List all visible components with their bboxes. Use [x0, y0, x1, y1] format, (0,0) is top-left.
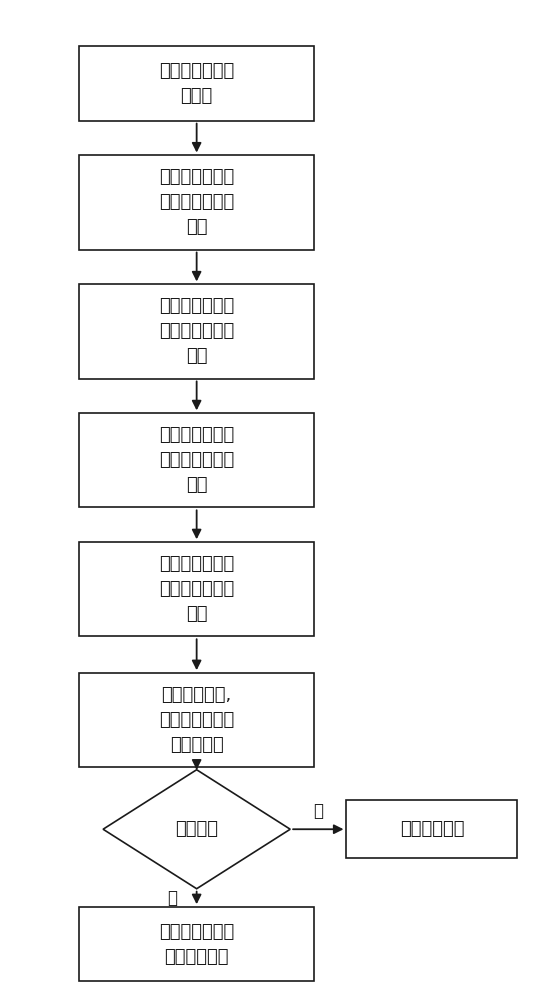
Bar	[79, 155, 314, 250]
Text: 偏差项自动转入
风险管控界面: 偏差项自动转入 风险管控界面	[159, 923, 234, 966]
Text: 围绕节点对施工
先决条件梳理并
导入: 围绕节点对施工 先决条件梳理并 导入	[159, 426, 234, 494]
Bar	[79, 46, 314, 121]
Text: 否: 否	[313, 802, 323, 820]
Bar	[79, 542, 314, 636]
Bar	[79, 284, 314, 379]
Text: 围绕节点对设计
先决条件梳理并
导入: 围绕节点对设计 先决条件梳理并 导入	[159, 168, 234, 236]
Bar	[346, 800, 517, 858]
Bar	[79, 907, 314, 981]
Bar	[79, 673, 314, 767]
Text: 筛选主要施工作
业节点: 筛选主要施工作 业节点	[159, 62, 234, 105]
Text: 偏差分析: 偏差分析	[175, 820, 218, 838]
Text: 跟踪任务进展: 跟踪任务进展	[400, 820, 464, 838]
Text: 是: 是	[168, 889, 178, 907]
Text: 围绕节点对采购
先决条件梳理并
导入: 围绕节点对采购 先决条件梳理并 导入	[159, 297, 234, 365]
Polygon shape	[103, 770, 290, 889]
Bar	[79, 413, 314, 507]
Text: 围绕节点对调试
先决条件梳理并
导入: 围绕节点对调试 先决条件梳理并 导入	[159, 555, 234, 623]
Text: 对比完成日期,
自动评估任务是
否存在偏差: 对比完成日期, 自动评估任务是 否存在偏差	[159, 686, 234, 754]
